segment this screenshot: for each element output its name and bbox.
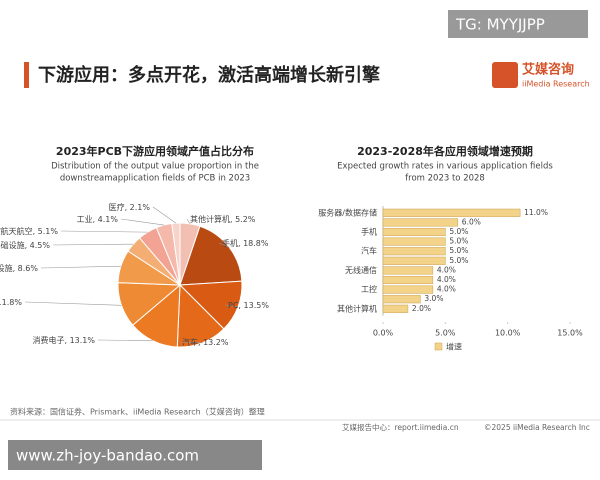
category-label: 无线基础设施 [0, 240, 25, 250]
value-label: 5.0% [449, 256, 468, 265]
bar [382, 247, 446, 256]
x-tick-label: 10.0% [495, 329, 521, 338]
leader-line [186, 218, 191, 224]
chart-subtitle: Expected growth rates in various applica… [337, 162, 553, 172]
watermark-box [8, 440, 262, 470]
category-label: 其他计算机 [190, 214, 230, 224]
y-tick-label: 服务器/数据存储 [318, 207, 377, 217]
chart-title: 2023-2028年各应用领域增速预期 [357, 144, 533, 158]
leader-line [224, 304, 239, 308]
category-label: 手机 [222, 238, 238, 248]
leader-line [218, 242, 230, 248]
bar [382, 275, 434, 285]
slice-label: 其他计算机, 5.2% [190, 214, 256, 224]
bar [382, 304, 409, 313]
bar [382, 208, 521, 217]
source: 资料来源：国信证券、Prismark、iiMedia Research（艾媒咨询… [10, 407, 265, 417]
legend-swatch [434, 342, 443, 351]
value-label: 3.0% [424, 294, 443, 303]
leader-line [52, 243, 134, 246]
value-label: 6.0% [462, 217, 481, 226]
category-label: 军事/航天航空 [0, 226, 33, 236]
leader-line [97, 339, 153, 341]
category-label: 有线基础设施 [0, 263, 13, 273]
slice-label: 军事/航天航空, 5.1% [0, 226, 58, 236]
legend-label: 增速 [446, 342, 462, 352]
value-label: , 5.1% [33, 227, 59, 236]
value-label: 4.0% [437, 285, 456, 294]
logo-en: iiMedia Research [522, 80, 590, 89]
slice-label: 汽车, 13.2% [182, 337, 229, 347]
leader-line [40, 265, 121, 269]
bar [382, 218, 459, 227]
leader-line [24, 301, 122, 306]
value-label: , 8.6% [13, 264, 39, 273]
category-label: 工业 [77, 214, 93, 224]
x-tick-label: 5.0% [435, 329, 456, 338]
category-label: 汽车 [182, 337, 198, 347]
slice-label: 工业, 4.1% [77, 214, 119, 224]
leader-line [152, 206, 177, 224]
value-label: , 13.5% [238, 301, 269, 310]
value-label: , 4.1% [93, 215, 119, 224]
value-label: , 11.8% [0, 298, 22, 307]
chart-subtitle: from 2023 to 2028 [405, 174, 485, 184]
value-label: 5.0% [449, 227, 468, 236]
y-tick-label: 工控 [361, 284, 377, 294]
bar [382, 266, 434, 275]
chart-title: 2023年PCB下游应用领域产值占比分布 [56, 144, 254, 158]
slice-label: 服务器/数据存储, 11.8% [0, 297, 22, 307]
value-label: , 4.5% [25, 241, 51, 250]
category-label: 医疗 [109, 202, 125, 212]
logo-icon [492, 62, 518, 88]
bar [382, 295, 421, 304]
pie-slice [171, 222, 181, 286]
slice-label: 医疗, 2.1% [109, 202, 151, 212]
x-tick-label: 15.0% [557, 329, 583, 338]
slice-label: 手机, 18.8% [222, 238, 269, 248]
chart-subtitle: downstreamapplication fields of PCB in 2… [60, 174, 250, 184]
category-label: PC [228, 301, 239, 310]
bar [382, 256, 446, 265]
value-label: 4.0% [437, 275, 456, 284]
category-label: 消费电子 [33, 335, 65, 345]
slice-label: 有线基础设施, 8.6% [0, 263, 38, 273]
value-label: 11.0% [524, 208, 548, 217]
bar [382, 285, 434, 294]
slice-label: 无线基础设施, 4.5% [0, 240, 50, 250]
title-bar [24, 62, 29, 88]
site: 艾媒报告中心：report.iimedia.cn [342, 422, 459, 432]
value-label: 4.0% [437, 265, 456, 274]
bar [382, 237, 446, 246]
leader-line [60, 230, 148, 233]
y-tick-label: 无线通信 [345, 265, 377, 275]
value-label: 2.0% [412, 304, 431, 313]
leader-line [120, 218, 165, 226]
watermark-box [448, 10, 588, 38]
x-tick-label: 0.0% [373, 329, 394, 338]
watermark: TG: MYYJJPP [455, 16, 545, 34]
copyright: ©2025 iiMedia Research Inc [484, 423, 590, 432]
slice-label: 消费电子, 13.1% [33, 335, 96, 345]
y-tick-label: 手机 [361, 227, 377, 237]
slide-title: 下游应用：多点开花，激活高端增长新引擎 [38, 64, 380, 86]
value-label: 5.0% [449, 246, 468, 255]
bar [382, 227, 446, 237]
slice-label: PC, 13.5% [228, 301, 269, 310]
value-label: , 18.8% [238, 239, 269, 248]
chart-subtitle: Distribution of the output value proport… [51, 162, 259, 172]
watermark: www.zh-joy-bandao.com [16, 447, 199, 465]
value-label: , 13.2% [198, 338, 229, 347]
y-tick-label: 其他计算机 [337, 303, 377, 313]
y-tick-label: 汽车 [361, 246, 377, 256]
leader-line [178, 341, 203, 344]
logo-cn: 艾媒咨询 [522, 62, 574, 78]
value-label: 5.0% [449, 237, 468, 246]
value-label: , 5.2% [230, 215, 256, 224]
value-label: , 13.1% [65, 336, 96, 345]
value-label: , 2.1% [125, 203, 151, 212]
